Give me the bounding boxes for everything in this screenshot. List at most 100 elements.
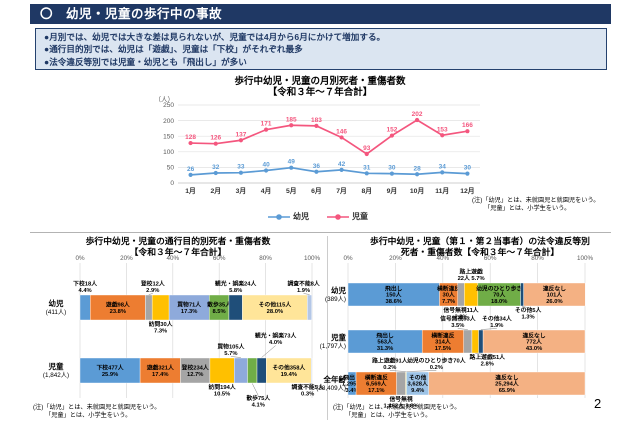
svg-text:調査不能8人: 調査不能8人	[287, 280, 319, 288]
svg-text:幼児: 幼児	[49, 298, 64, 308]
svg-text:児童: 児童	[48, 361, 64, 371]
svg-text:1.9%: 1.9%	[297, 288, 310, 294]
svg-text:信号無視11人: 信号無視11人	[443, 306, 478, 314]
svg-text:314人: 314人	[435, 338, 451, 346]
svg-text:観光・娯楽73人: 観光・娯楽73人	[255, 332, 296, 340]
svg-text:(1,797人): (1,797人)	[320, 342, 346, 350]
svg-text:4.4%: 4.4%	[78, 288, 91, 294]
svg-text:153: 153	[437, 126, 448, 133]
svg-text:路上遊戯91人: 路上遊戯91人	[372, 357, 408, 365]
svg-text:171: 171	[261, 121, 272, 128]
svg-text:その他115人: その他115人	[259, 301, 292, 309]
svg-text:その他34人: その他34人	[482, 315, 512, 323]
svg-text:違反なし: 違反なし	[543, 284, 566, 292]
legend-item-0: 幼児	[268, 211, 309, 222]
svg-text:3.5%: 3.5%	[451, 323, 464, 329]
svg-text:その他5人: その他5人	[515, 306, 542, 314]
note-line-2: 「児童」とは、小学生をいう。	[45, 411, 132, 419]
svg-text:買物105人: 買物105人	[217, 343, 244, 351]
svg-text:100%: 100%	[577, 255, 594, 262]
svg-text:(389人): (389人)	[325, 295, 346, 303]
svg-text:9.4%: 9.4%	[411, 388, 424, 394]
line-chart-title-sub: 【令和３年～７年合計】	[267, 87, 373, 98]
svg-text:42: 42	[338, 161, 346, 168]
svg-text:22人 5.7%: 22人 5.7%	[458, 274, 485, 282]
svg-text:28.0%: 28.0%	[267, 309, 283, 315]
svg-text:80%: 80%	[531, 255, 544, 262]
svg-text:128: 128	[185, 134, 196, 141]
note-purpose-chart: (注)「幼児」とは、未就園児と就園児をいう。 「児童」とは、小学生をいう。	[33, 404, 161, 419]
svg-text:60%: 60%	[213, 255, 226, 262]
svg-text:1月: 1月	[185, 187, 196, 195]
note-line-2: 「児童」とは、小学生をいう。	[345, 411, 432, 419]
summary-bullet-1: ●月別では、幼児では大きな差は見られないが、児童では4月から6月にかけて増加する…	[44, 32, 386, 42]
svg-text:1.9%: 1.9%	[490, 323, 503, 329]
svg-text:70人: 70人	[493, 291, 505, 299]
svg-text:路上遊戯51人: 路上遊戯51人	[470, 353, 506, 361]
svg-text:126: 126	[210, 135, 221, 142]
svg-text:0: 0	[170, 180, 174, 187]
svg-text:34: 34	[439, 163, 447, 170]
svg-text:登校12人: 登校12人	[140, 280, 165, 288]
svg-text:散歩75人: 散歩75人	[246, 394, 270, 402]
svg-text:(38,409人): (38,409人)	[316, 384, 346, 392]
note-violation-chart: (注)「幼児」とは、未就園児と就園児をいう。 「児童」とは、小学生をいう。	[333, 404, 461, 419]
svg-text:17.1%: 17.1%	[368, 388, 384, 394]
svg-text:（人）: （人）	[155, 96, 175, 104]
line-chart-title: 歩行中幼児・児童の月別死者・重傷者数 【令和３年～７年合計】	[140, 76, 500, 98]
svg-text:36: 36	[313, 163, 321, 170]
svg-text:4.1%: 4.1%	[252, 402, 265, 408]
svg-text:17.5%: 17.5%	[435, 346, 451, 352]
purpose-chart-title: 歩行中幼児・児童の通行目的別死者・重傷者数 【令和３年～７年合計】	[28, 236, 328, 257]
svg-text:5月: 5月	[286, 187, 297, 195]
svg-text:遊戯98人: 遊戯98人	[106, 301, 130, 309]
svg-text:146: 146	[336, 128, 347, 135]
svg-text:登校234人: 登校234人	[181, 364, 209, 372]
svg-text:166: 166	[462, 122, 473, 129]
svg-text:0.3%: 0.3%	[301, 391, 314, 397]
svg-text:信号無視63人: 信号無視63人	[440, 315, 476, 323]
svg-text:65.9%: 65.9%	[499, 388, 515, 394]
svg-text:(1,842人): (1,842人)	[43, 371, 69, 379]
svg-text:50: 50	[167, 165, 175, 172]
violation-chart-title-sub: 死者・重傷者数【令和３年～７年合計】	[400, 246, 560, 257]
svg-text:10.5%: 10.5%	[214, 391, 230, 397]
svg-text:31.3%: 31.3%	[377, 346, 393, 352]
svg-text:26: 26	[187, 166, 195, 173]
svg-text:152: 152	[386, 127, 397, 134]
page-title: 〇 幼児・児童の歩行中の事故	[40, 7, 223, 21]
svg-text:0%: 0%	[343, 255, 353, 262]
svg-text:202: 202	[412, 111, 423, 118]
svg-text:3,628人: 3,628人	[408, 380, 429, 388]
svg-text:40%: 40%	[436, 255, 449, 262]
svg-text:2月: 2月	[210, 187, 221, 195]
svg-text:2.9%: 2.9%	[146, 288, 159, 294]
svg-text:25,294人: 25,294人	[495, 380, 519, 388]
monthly-line-chart: 0 50 100 150 200 250（人） 1月 2月 3月 4月 5月 6月 7月 8月 9月 10月 1…	[155, 96, 480, 195]
svg-text:17.3%: 17.3%	[181, 309, 197, 315]
svg-text:児童: 児童	[330, 332, 346, 342]
svg-text:100: 100	[163, 149, 174, 156]
svg-text:信号無視: 信号無視	[389, 395, 412, 403]
svg-text:7月: 7月	[336, 187, 347, 195]
svg-text:調査不能5人: 調査不能5人	[292, 383, 324, 391]
svg-text:18.0%: 18.0%	[491, 299, 507, 305]
svg-text:9月: 9月	[387, 187, 398, 195]
svg-text:150人: 150人	[386, 291, 402, 299]
svg-text:幼児: 幼児	[331, 285, 346, 295]
svg-text:訪問194人: 訪問194人	[209, 383, 236, 391]
svg-text:23.8%: 23.8%	[110, 309, 126, 315]
svg-text:横断違反: 横断違反	[431, 331, 454, 339]
svg-text:0.2%: 0.2%	[430, 365, 443, 371]
svg-text:違反なし: 違反なし	[495, 373, 518, 381]
svg-text:路上遊戯: 路上遊戯	[460, 268, 483, 276]
svg-text:30: 30	[388, 165, 396, 172]
svg-text:飛出し: 飛出し	[384, 284, 403, 292]
svg-text:4月: 4月	[261, 187, 272, 195]
violation-stacked-bar-chart: 0% 20% 40% 60% 80% 100%幼児(389人)飛出し150人38.6%横断…	[316, 255, 594, 409]
purpose-chart-title-sub: 【令和３年～７年合計】	[129, 246, 227, 257]
summary-bullet-2: ●通行目的別では、幼児は「遊戯」、児童は「下校」がそれぞれ最多	[44, 44, 303, 55]
svg-text:33: 33	[237, 164, 245, 171]
